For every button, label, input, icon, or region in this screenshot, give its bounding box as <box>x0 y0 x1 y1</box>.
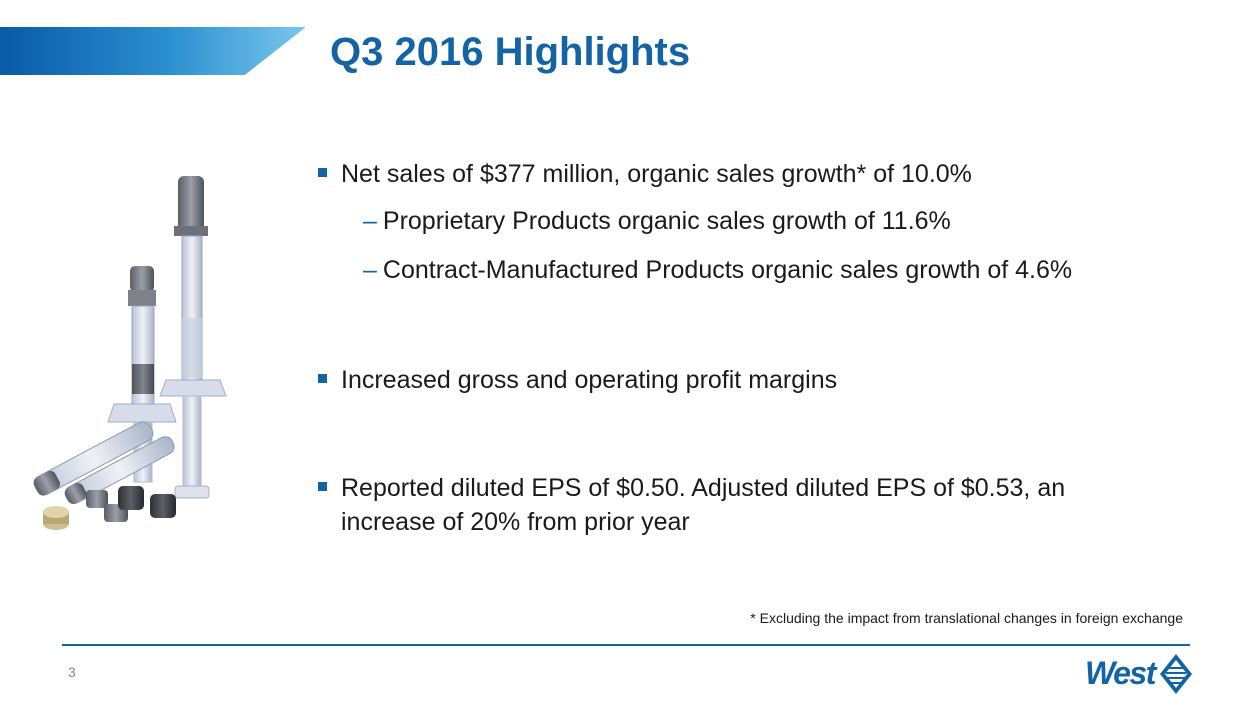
footnote: * Excluding the impact from translationa… <box>750 610 1183 626</box>
page-number: 3 <box>68 664 76 680</box>
logo-wordmark: West <box>1085 655 1156 691</box>
footer-divider <box>62 644 1190 646</box>
dash-marker: – <box>363 256 377 284</box>
dash-marker: – <box>363 207 377 235</box>
product-image <box>33 176 227 530</box>
square-bullet-icon <box>318 482 327 491</box>
bullet-text-line1: Reported diluted EPS of $0.50. Adjusted … <box>341 474 1066 502</box>
bullet-text: Net sales of $377 million, organic sales… <box>341 160 972 188</box>
west-logo: West <box>1085 653 1195 695</box>
title-accent-band <box>0 27 306 75</box>
sub-bullet-text: Contract-Manufactured Products organic s… <box>382 256 1073 284</box>
sub-bullet-contract: – Contract-Manufactured Products organic … <box>363 254 1072 286</box>
sub-bullet-proprietary: – Proprietary Products organic sales grow… <box>363 205 951 237</box>
sub-bullet-text: Proprietary Products organic sales growt… <box>382 207 951 235</box>
square-bullet-icon <box>318 168 327 177</box>
bullet-text-line2: increase of 20% from prior year <box>341 508 690 536</box>
square-bullet-icon <box>318 374 327 383</box>
slide-title: Q3 2016 Highlights <box>330 30 691 74</box>
bullet-text: Increased gross and operating profit mar… <box>341 366 838 394</box>
diamond-logo-icon <box>1160 654 1192 694</box>
